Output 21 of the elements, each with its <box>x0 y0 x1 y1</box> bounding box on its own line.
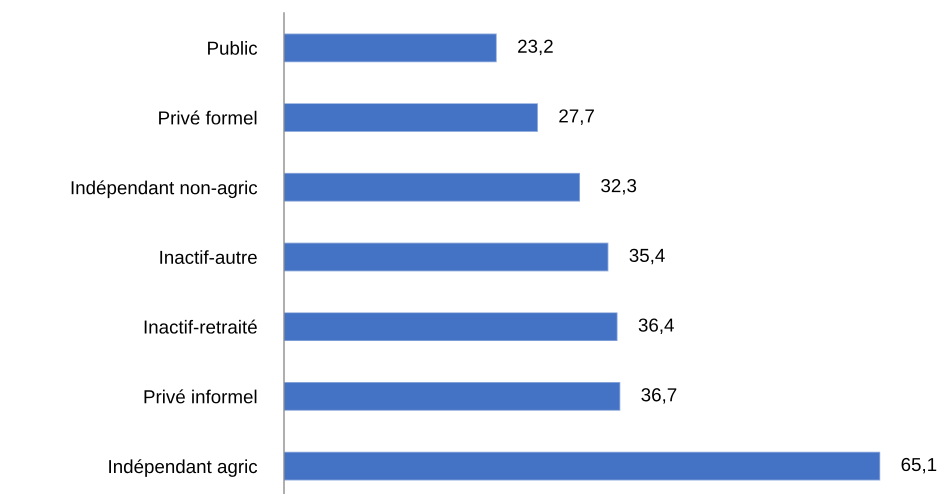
data-label: 35,4 <box>630 248 665 264</box>
y-tick-label: Inactif-retraité <box>144 320 257 334</box>
y-tick-label: Indépendant non-agric <box>72 180 258 198</box>
y-tick-label: Indépendant agric <box>109 459 258 477</box>
data-label: 27,7 <box>559 109 594 125</box>
y-tick-label: Public <box>208 41 258 55</box>
bar <box>284 312 618 342</box>
data-label: 36,7 <box>641 388 676 404</box>
data-label: 32,3 <box>601 179 636 195</box>
bar <box>284 172 580 202</box>
y-tick-label: Inactif-autre <box>160 250 257 264</box>
y-tick-label: Privé formel <box>159 110 256 125</box>
bar <box>284 382 620 411</box>
data-label: 65,1 <box>902 458 936 474</box>
y-tick-label: Privé informel <box>144 389 256 404</box>
data-label: 36,4 <box>638 318 674 334</box>
bar <box>284 452 880 480</box>
bar <box>284 242 608 272</box>
bar <box>284 33 497 62</box>
bar <box>284 103 538 132</box>
data-label: 23,2 <box>518 40 553 56</box>
